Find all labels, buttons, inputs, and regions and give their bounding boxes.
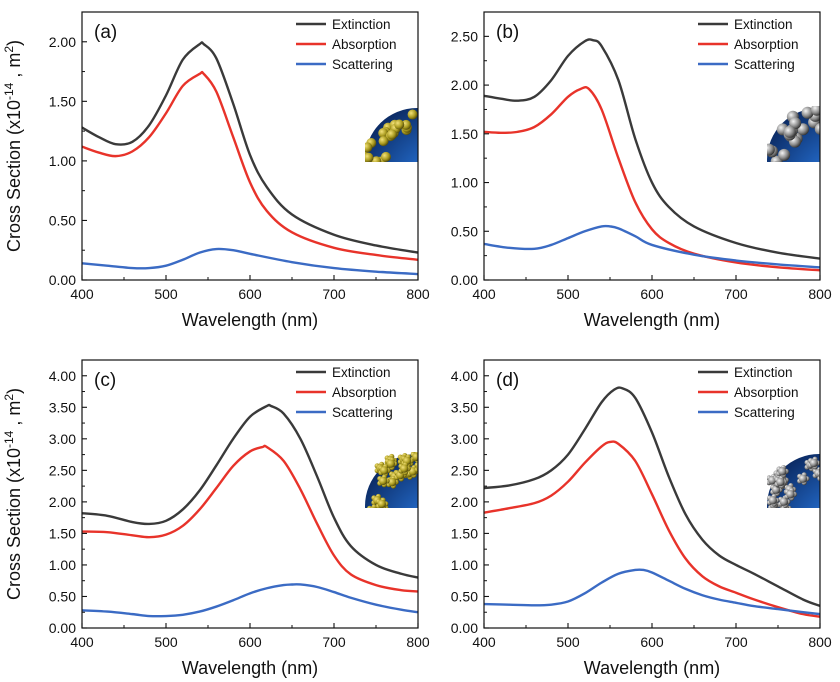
x-tick-label: 500 (154, 286, 178, 302)
x-tick-label: 500 (556, 286, 580, 302)
inset-particle-icon (767, 106, 820, 162)
x-tick-label: 600 (640, 634, 664, 650)
legend-label-extinction: Extinction (332, 365, 391, 380)
y-tick-label: 2.00 (49, 34, 76, 50)
legend-label-absorption: Absorption (332, 37, 397, 52)
series-line-extinction (484, 386, 820, 608)
series-line-absorption (82, 70, 418, 261)
x-tick-label: 400 (70, 634, 94, 650)
y-tick-label: 0.00 (451, 272, 478, 288)
inset-particle-icon (365, 108, 418, 162)
x-tick-label: 500 (154, 634, 178, 650)
x-tick-label: 600 (238, 634, 262, 650)
series-line-extinction (82, 403, 418, 579)
panel-label: (c) (94, 370, 116, 391)
x-tick-label: 800 (406, 286, 430, 302)
y-tick-label: 4.00 (49, 368, 76, 384)
legend-label-absorption: Absorption (332, 385, 397, 400)
x-tick-label: 700 (322, 634, 346, 650)
series-line-absorption (484, 440, 820, 618)
y-tick-label: 2.00 (451, 494, 478, 510)
series-line-absorption (82, 444, 418, 593)
legend-label-scattering: Scattering (332, 57, 393, 72)
y-tick-label: 3.00 (451, 431, 478, 447)
x-tick-label: 400 (472, 286, 496, 302)
y-tick-label: 0.00 (451, 620, 478, 636)
series-line-scattering (82, 247, 418, 276)
legend-label-absorption: Absorption (734, 37, 799, 52)
x-tick-label: 500 (556, 634, 580, 650)
x-tick-label: 400 (70, 286, 94, 302)
y-tick-label: 3.50 (49, 399, 76, 415)
x-tick-label: 800 (406, 634, 430, 650)
series-line-scattering (484, 224, 820, 269)
x-axis-title: Wavelength (nm) (584, 310, 720, 330)
x-axis-title: Wavelength (nm) (182, 658, 318, 678)
y-axis-title: Cross Section (x10-14 , m2) (2, 40, 24, 252)
y-tick-label: 1.50 (49, 93, 76, 109)
y-tick-label: 1.50 (451, 525, 478, 541)
y-tick-label: 3.50 (451, 399, 478, 415)
y-tick-label: 2.50 (49, 462, 76, 478)
y-axis-title: Cross Section (x10-14 , m2) (2, 388, 24, 600)
y-tick-label: 2.50 (451, 462, 478, 478)
x-tick-label: 800 (808, 286, 832, 302)
x-tick-label: 600 (238, 286, 262, 302)
y-tick-label: 0.50 (49, 588, 76, 604)
y-tick-label: 2.00 (451, 77, 478, 93)
panel-label: (a) (94, 22, 117, 43)
y-tick-label: 2.50 (451, 28, 478, 44)
series-line-extinction (82, 41, 418, 254)
panel-d: 400 500 600 700 800 0.00 0.50 1.00 1.50 2.00 2.50 3… (451, 359, 832, 678)
x-axis-title: Wavelength (nm) (182, 310, 318, 330)
y-tick-label: 0.00 (49, 272, 76, 288)
legend-label-extinction: Extinction (734, 365, 793, 380)
y-tick-label: 0.00 (49, 620, 76, 636)
y-tick-label: 1.00 (451, 175, 478, 191)
legend-label-extinction: Extinction (332, 17, 391, 32)
legend-label-absorption: Absorption (734, 385, 799, 400)
series-line-absorption (484, 85, 820, 272)
x-tick-label: 800 (808, 634, 832, 650)
y-tick-label: 0.50 (49, 212, 76, 228)
legend-label-scattering: Scattering (734, 57, 795, 72)
legend-label-extinction: Extinction (734, 17, 793, 32)
panel-b: 400 500 600 700 800 0.00 0.50 1.00 1.50 2.00 2.50 W… (451, 11, 832, 330)
y-tick-label: 1.00 (451, 557, 478, 573)
panel-c: 400 500 600 700 800 0.00 0.50 1.00 1.50 2.00 2.50 3… (2, 359, 430, 678)
y-tick-label: 1.00 (49, 153, 76, 169)
series-line-scattering (82, 583, 418, 618)
y-tick-label: 0.50 (451, 588, 478, 604)
x-axis-title: Wavelength (nm) (584, 658, 720, 678)
y-tick-label: 3.00 (49, 431, 76, 447)
panel-a: 400 500 600 700 800 0.00 0.50 1.00 1.50 2.00 Wavel… (2, 11, 430, 330)
series-line-scattering (484, 568, 820, 616)
x-tick-label: 600 (640, 286, 664, 302)
x-tick-label: 700 (724, 286, 748, 302)
legend-label-scattering: Scattering (734, 405, 795, 420)
x-tick-label: 400 (472, 634, 496, 650)
y-tick-label: 2.00 (49, 494, 76, 510)
x-tick-label: 700 (322, 286, 346, 302)
inset-particle-icon (767, 454, 820, 508)
panel-label: (b) (496, 22, 519, 43)
y-tick-label: 1.50 (451, 126, 478, 142)
inset-particle-icon (365, 452, 418, 508)
panel-label: (d) (496, 370, 519, 391)
y-tick-label: 1.00 (49, 557, 76, 573)
legend-label-scattering: Scattering (332, 405, 393, 420)
y-tick-label: 1.50 (49, 525, 76, 541)
y-tick-label: 0.50 (451, 223, 478, 239)
series-line-extinction (484, 38, 820, 260)
x-tick-label: 700 (724, 634, 748, 650)
y-tick-label: 4.00 (451, 368, 478, 384)
